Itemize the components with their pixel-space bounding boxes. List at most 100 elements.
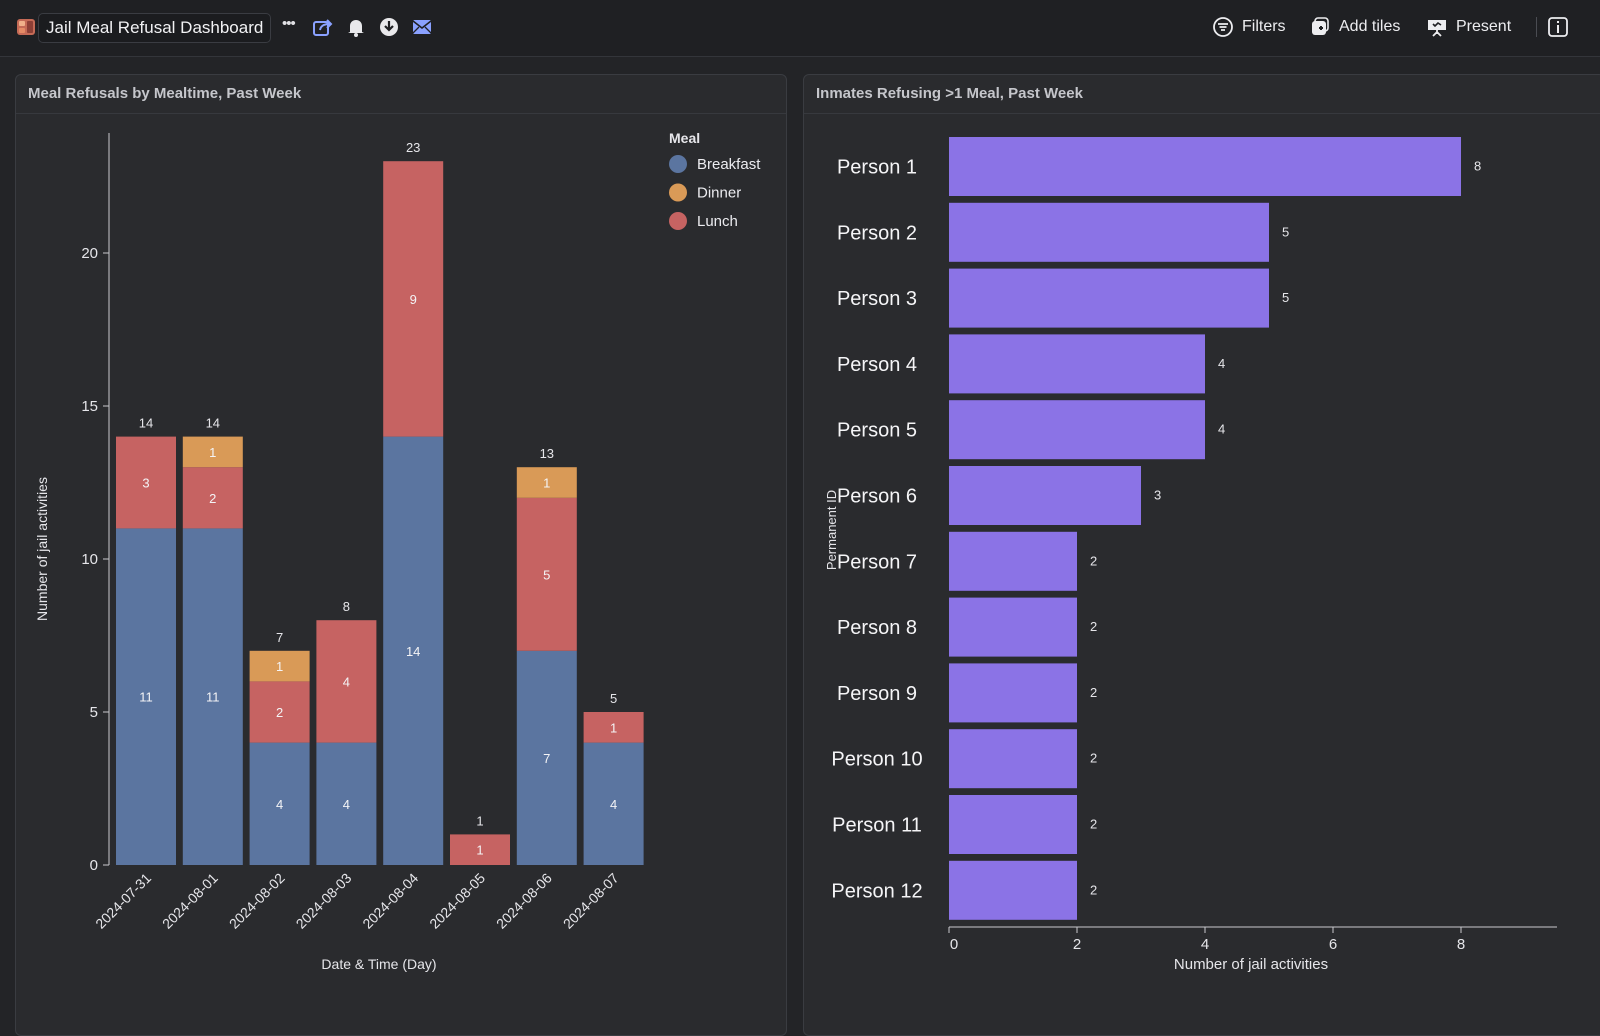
y-tick-label: Person 5 — [837, 420, 917, 442]
bar-total-label: 14 — [139, 416, 153, 431]
download-icon[interactable] — [378, 16, 400, 38]
bar-value-label: 2 — [1090, 751, 1097, 766]
y-tick-label: Person 7 — [837, 551, 917, 573]
bar-total-label: 7 — [276, 630, 283, 645]
filters-button[interactable]: Filters — [1212, 15, 1286, 39]
share-icon[interactable] — [312, 16, 334, 38]
add-tiles-label: Add tiles — [1339, 18, 1401, 35]
info-icon[interactable] — [1547, 16, 1569, 38]
bar-value-label: 2 — [1090, 882, 1097, 897]
bar-segment-dinner — [182, 436, 243, 468]
bar — [949, 400, 1205, 460]
x-axis-title: Date & Time (Day) — [321, 956, 436, 972]
email-icon[interactable] — [411, 16, 433, 38]
bar-value-label: 2 — [1090, 619, 1097, 634]
bar-segment-breakfast — [383, 436, 444, 865]
bar — [949, 137, 1461, 196]
bar-value-label: 2 — [1090, 553, 1097, 568]
bar-segment-lunch — [383, 161, 444, 437]
legend-label-lunch: Lunch — [697, 213, 738, 230]
segment-value-label: 1 — [543, 476, 550, 491]
segment-value-label: 14 — [406, 644, 420, 659]
y-tick-label: 15 — [81, 398, 98, 415]
x-tick-label: 0 — [950, 936, 958, 953]
bar-segment-breakfast — [116, 528, 176, 865]
x-tick-label: 2024-07-31 — [92, 870, 154, 932]
x-tick-label: 4 — [1201, 936, 1209, 953]
x-tick-label: 2024-08-03 — [293, 870, 355, 932]
bar-segment-lunch — [249, 681, 310, 743]
dashboard-logo-icon[interactable] — [16, 17, 36, 37]
bar-segment-lunch — [316, 620, 377, 743]
y-tick-label: Person 9 — [837, 683, 917, 705]
y-tick-label: 5 — [90, 704, 98, 721]
tile-title: Meal Refusals by Mealtime, Past Week — [16, 75, 786, 114]
bar-total-label: 8 — [343, 599, 350, 614]
x-tick-label: 2024-08-05 — [426, 870, 488, 932]
top-bar: Jail Meal Refusal Dashboard ••• Filters … — [0, 0, 1600, 57]
bar-value-label: 3 — [1154, 488, 1161, 503]
horizontal-bar-chart: 8 Person 1 5 Person 2 5 Person 3 4 Person 4 4 Per… — [824, 137, 1557, 973]
y-tick-label: Person 4 — [837, 354, 917, 376]
bar-value-label: 4 — [1218, 356, 1225, 371]
bar-segment-lunch — [116, 436, 176, 529]
bar-segment-breakfast — [583, 742, 644, 865]
bar — [949, 334, 1205, 394]
legend-swatch-lunch — [669, 212, 687, 230]
bar-value-label: 5 — [1282, 224, 1289, 239]
bar-segment-breakfast — [249, 742, 310, 865]
filter-icon — [1212, 16, 1234, 38]
bar-total-label: 5 — [610, 691, 617, 706]
y-tick-label: Person 8 — [837, 617, 917, 639]
inmates-refusing-tile[interactable]: Inmates Refusing >1 Meal, Past Week 8 Per… — [803, 74, 1600, 1036]
more-options-icon[interactable]: ••• — [282, 15, 296, 32]
bar-total-label: 23 — [406, 140, 420, 155]
x-tick-label: 6 — [1329, 936, 1337, 953]
x-tick-label: 2024-08-07 — [560, 870, 622, 932]
meal-refusals-tile[interactable]: Meal Refusals by Mealtime, Past Week 0 5 1… — [15, 74, 787, 1036]
dashboard-title[interactable]: Jail Meal Refusal Dashboard — [38, 13, 272, 43]
bar-segment-breakfast — [516, 650, 577, 865]
x-tick-label: 2 — [1073, 936, 1081, 953]
y-tick-label: Person 6 — [837, 486, 917, 508]
y-tick-label: Person 1 — [837, 157, 917, 179]
legend-label-dinner: Dinner — [697, 185, 741, 202]
bar-value-label: 4 — [1218, 422, 1225, 437]
segment-value-label: 4 — [610, 797, 617, 812]
present-button[interactable]: Present — [1426, 15, 1511, 39]
bar-segment-lunch — [182, 467, 243, 529]
x-axis-title: Number of jail activities — [1174, 956, 1328, 973]
legend-label-breakfast: Breakfast — [697, 156, 761, 173]
y-tick-label: Person 11 — [832, 815, 922, 837]
y-tick-label: 0 — [90, 857, 98, 874]
bar — [949, 202, 1269, 262]
bar-value-label: 2 — [1090, 817, 1097, 832]
x-tick-label: 8 — [1457, 936, 1465, 953]
bar-segment-breakfast — [182, 528, 243, 865]
bar-segment-dinner — [249, 650, 310, 682]
y-tick-label: 10 — [81, 551, 98, 568]
legend-title: Meal — [669, 130, 700, 146]
bar-segment-lunch — [583, 712, 644, 743]
segment-value-label: 4 — [343, 674, 350, 689]
x-tick-label: 2024-08-06 — [493, 870, 555, 932]
tile-title: Inmates Refusing >1 Meal, Past Week — [804, 75, 1600, 114]
x-tick-label: 2024-08-01 — [159, 870, 221, 932]
add-tiles-button[interactable]: Add tiles — [1309, 15, 1400, 39]
bar — [949, 466, 1141, 525]
bell-icon[interactable] — [345, 16, 367, 38]
segment-value-label: 4 — [276, 797, 283, 812]
filters-label: Filters — [1242, 18, 1286, 35]
y-axis-title: Permanent ID — [824, 490, 839, 570]
bar-segment-lunch — [450, 834, 510, 865]
segment-value-label: 2 — [209, 491, 216, 506]
y-tick-label: Person 10 — [831, 749, 922, 771]
bar — [949, 268, 1269, 328]
bar — [949, 860, 1077, 920]
segment-value-label: 7 — [543, 751, 550, 766]
segment-value-label: 5 — [543, 567, 550, 582]
y-axis-title: Number of jail activities — [34, 477, 50, 621]
legend-swatch-dinner — [669, 183, 687, 202]
bar-total-label: 1 — [476, 813, 483, 828]
